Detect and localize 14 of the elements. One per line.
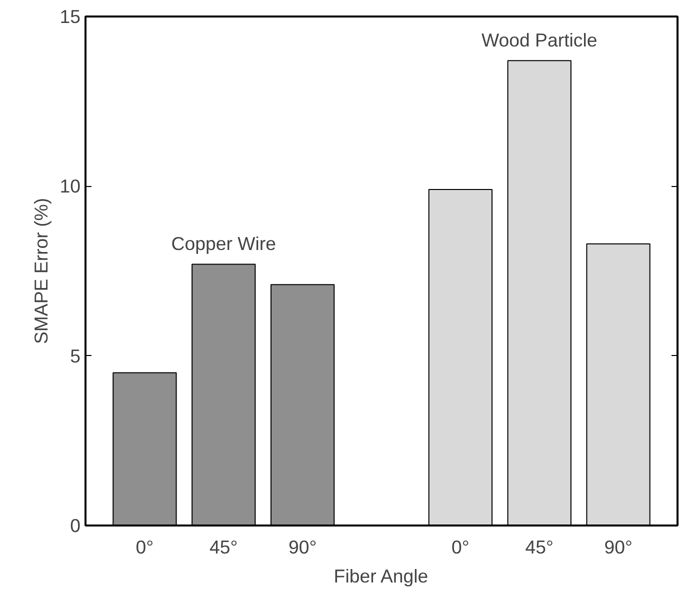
y-tick-label: 10: [60, 176, 81, 197]
x-tick-label: 45°: [525, 536, 554, 558]
x-tick-label: 45°: [210, 536, 238, 558]
y-tick-label: 0: [70, 515, 81, 536]
series-label: Wood Particle: [481, 30, 598, 51]
x-tick-label: 0°: [452, 536, 470, 558]
series-label: Copper Wire: [171, 233, 276, 254]
y-axis-title: SMAPE Error (%): [30, 198, 52, 344]
x-tick-label: 90°: [604, 536, 632, 558]
x-tick-label: 0°: [136, 536, 154, 558]
x-tick-label: 90°: [288, 536, 317, 558]
y-tick-label: 5: [70, 345, 81, 366]
y-tick-label: 15: [60, 6, 81, 27]
x-axis-title: Fiber Angle: [334, 566, 428, 586]
